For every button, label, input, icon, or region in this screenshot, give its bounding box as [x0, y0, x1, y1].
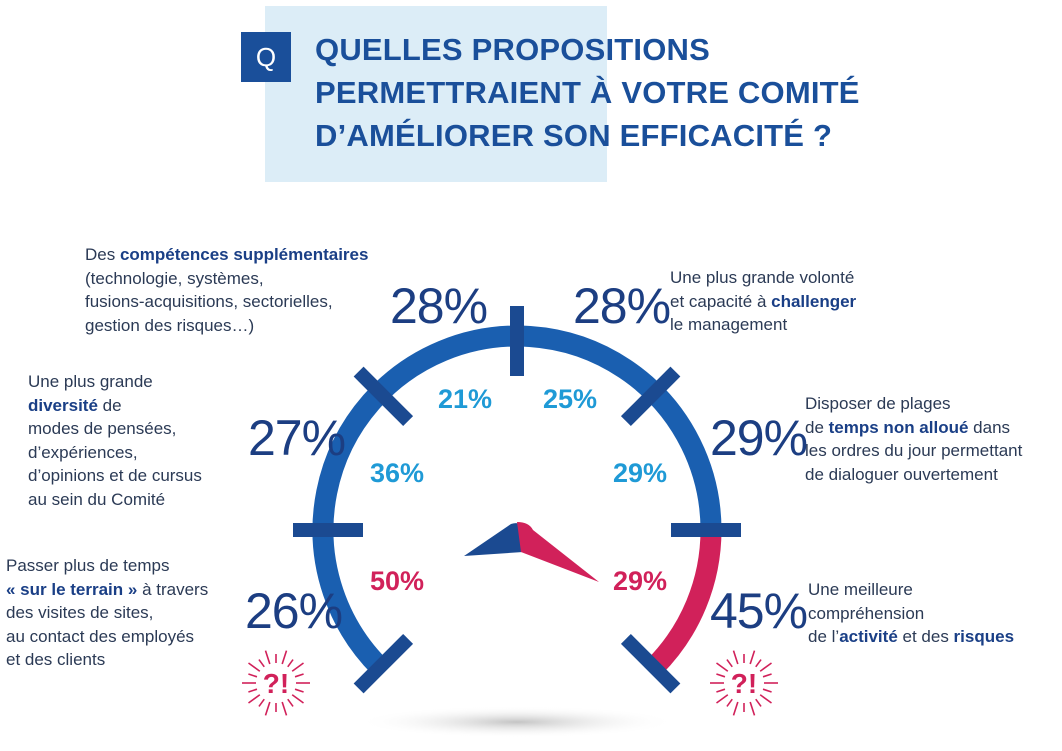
title-line-2: PERMETTRAIENT À VOTRE COMITÉ: [315, 75, 860, 110]
outer-value-activite: 45%: [710, 583, 808, 639]
inner-value-terrain: 50%: [369, 566, 425, 596]
title-background: [265, 6, 607, 182]
title-line-1: QUELLES PROPOSITIONS: [315, 32, 710, 67]
label-competences: Des compétences supplémentaires (technolo…: [85, 245, 369, 335]
page-title: QUELLES PROPOSITIONS PERMETTRAIENT À VOT…: [315, 28, 875, 157]
gauge-tick: [620, 366, 681, 427]
inner-value-challenger: 25%: [542, 384, 598, 414]
outer-value-terrain: 26%: [245, 583, 343, 639]
needle-head: [517, 522, 599, 582]
outer-value-challenger: 28%: [573, 278, 671, 334]
label-temps: Disposer de plages de temps non alloué da…: [805, 394, 1023, 484]
gauge-arc-red: [646, 529, 722, 675]
gauge-needle: [464, 522, 599, 582]
alert-burst-icon: ?!: [242, 650, 310, 716]
outer-value-temps: 29%: [710, 410, 808, 466]
outer-value-competences: 28%: [390, 278, 488, 334]
label-challenger: Une plus grande volonté et capacité à cha…: [670, 268, 857, 334]
gauge-arc-blue: [312, 325, 722, 675]
gauge-tick: [620, 633, 681, 694]
gauge-tick: [353, 633, 414, 694]
inner-value-temps: 29%: [612, 458, 668, 488]
alert-symbol: ?!: [731, 668, 757, 699]
needle-tail: [464, 523, 523, 556]
question-badge: Q: [241, 32, 291, 82]
inner-value-activite: 29%: [612, 566, 668, 596]
inner-value-diversite: 36%: [369, 458, 425, 488]
label-diversite: Une plus grande diversité de modes de pens…: [28, 372, 202, 509]
gauge-shadow: [357, 706, 677, 738]
gauge-tick: [353, 366, 414, 427]
label-activite: Une meilleure compréhension de l’activité …: [808, 580, 1015, 646]
inner-value-competences: 21%: [437, 384, 493, 414]
outer-value-diversite: 27%: [248, 410, 346, 466]
title-line-3: D’AMÉLIORER SON EFFICACITÉ ?: [315, 118, 833, 153]
alert-symbol: ?!: [263, 668, 289, 699]
label-terrain: Passer plus de temps « sur le terrain » à…: [6, 556, 209, 669]
alert-burst-icon: ?!: [710, 650, 778, 716]
